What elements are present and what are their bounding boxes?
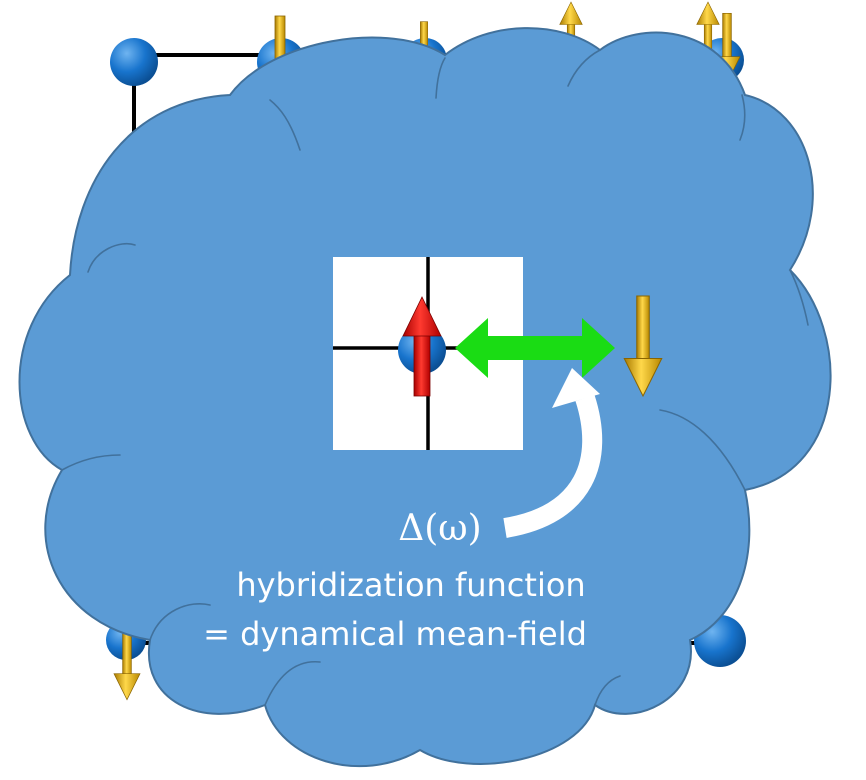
hybridization-symbol: Δ(ω) (398, 508, 481, 549)
hybridization-double-arrow (455, 318, 615, 378)
cloud-fold (87, 243, 136, 273)
cloud-fold (789, 269, 809, 326)
cloud-fold (739, 94, 746, 141)
lattice-atom (110, 38, 158, 86)
cloud-fold (264, 660, 321, 706)
cloud-fold (594, 675, 621, 706)
caption-line-2: = dynamical mean-field (203, 615, 587, 653)
curved-arrow (503, 368, 603, 538)
cloud-fold (269, 99, 301, 151)
caption-line-1: hybridization function (236, 566, 585, 604)
cloud-fold (659, 409, 746, 491)
cloud-fold (61, 454, 121, 471)
cloud-fold (149, 603, 211, 641)
cloud-fold (567, 49, 601, 87)
cloud-fold (435, 57, 446, 99)
impurity-spin-up-arrow (402, 296, 442, 397)
